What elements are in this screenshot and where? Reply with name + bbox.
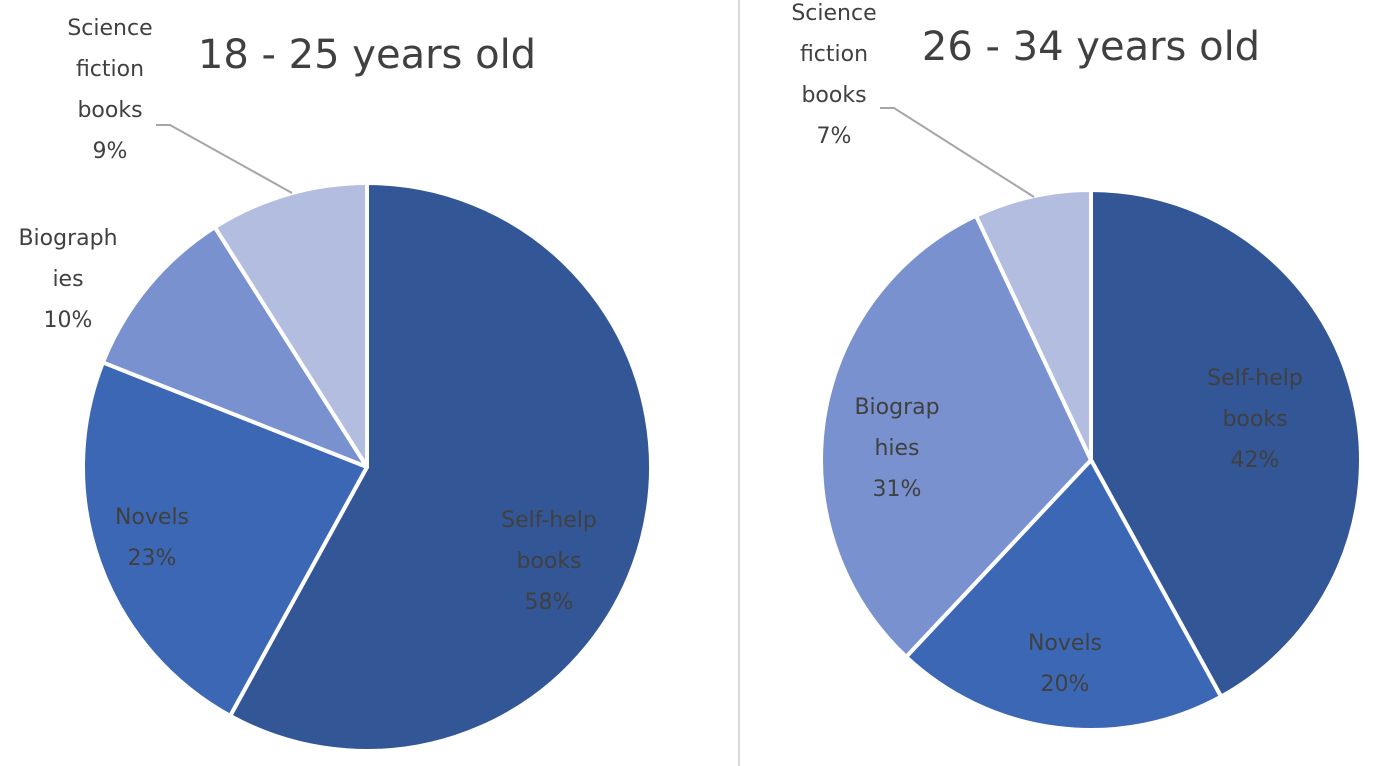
pie-chart-26-34: 26 - 34 years old Self-help books 42% Novel… bbox=[791, 1, 1363, 732]
slice-label-novels: Novels 23% bbox=[115, 505, 189, 571]
pie-slice-self-help-books bbox=[228, 181, 653, 753]
leader-line bbox=[156, 124, 293, 194]
slice-label-self-help-books: Self-help books 42% bbox=[1207, 366, 1303, 473]
slice-label-self-help-books: Self-help books 58% bbox=[501, 508, 597, 615]
pie-chart-18-25: 18 - 25 years old Self-help books 58% Novel… bbox=[18, 16, 653, 753]
pie-slice-science-fiction-books bbox=[212, 181, 369, 469]
pie-slice-self-help-books bbox=[1089, 188, 1363, 699]
pie-slice-biographies bbox=[100, 225, 369, 469]
pie-slice-novels bbox=[904, 458, 1224, 732]
slice-label-science-fiction-books: Science fiction books 7% bbox=[791, 1, 876, 149]
slice-label-novels: Novels 20% bbox=[1028, 631, 1102, 697]
slice-label-biographies: Biograph ies 10% bbox=[18, 226, 117, 333]
chart-title: 26 - 34 years old bbox=[922, 24, 1260, 70]
pie-slice-novels bbox=[81, 360, 369, 718]
slice-label-science-fiction-books: Science fiction books 9% bbox=[67, 16, 152, 164]
slice-label-biographies: Biograp hies 31% bbox=[854, 395, 939, 502]
leader-line bbox=[880, 107, 1035, 198]
chart-title: 18 - 25 years old bbox=[198, 32, 536, 78]
pie-slice-biographies bbox=[819, 213, 1093, 659]
